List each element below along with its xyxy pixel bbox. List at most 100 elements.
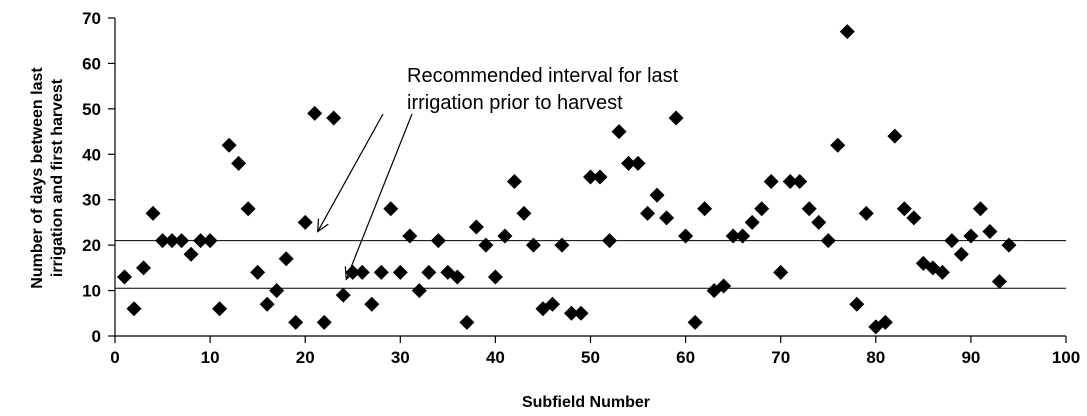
data-point xyxy=(449,269,465,285)
data-point xyxy=(725,228,741,244)
data-point xyxy=(640,205,656,221)
data-point xyxy=(754,201,770,217)
data-point xyxy=(820,233,836,249)
y-tick-label: 70 xyxy=(82,9,101,28)
x-tick-label: 100 xyxy=(1052,348,1080,367)
data-point xyxy=(583,169,598,185)
data-point xyxy=(411,283,427,299)
data-point xyxy=(202,233,218,249)
data-point xyxy=(250,264,266,280)
data-point xyxy=(972,201,988,217)
data-point xyxy=(288,314,304,330)
data-point xyxy=(735,228,751,244)
data-point xyxy=(544,296,560,312)
data-point xyxy=(811,214,827,230)
data-point xyxy=(316,314,332,330)
data-point xyxy=(934,264,950,280)
y-tick-label: 60 xyxy=(82,54,101,73)
data-point xyxy=(468,219,484,235)
x-tick-label: 90 xyxy=(961,348,980,367)
data-point xyxy=(221,137,237,153)
data-point xyxy=(269,283,285,299)
plot-area: 0 10 20 30 40 50 60 70 0 10 20 30 40 50 60 70 80 90 100 xyxy=(82,9,1080,367)
data-point xyxy=(497,228,513,244)
data-point xyxy=(744,214,760,230)
x-tick-label: 30 xyxy=(391,348,410,367)
y-axis-title-line-1: Number of days between last xyxy=(29,67,46,289)
y-tick-label: 50 xyxy=(82,100,101,119)
data-point xyxy=(773,264,789,280)
data-point xyxy=(525,237,541,253)
x-tick-label: 40 xyxy=(486,348,505,367)
data-point xyxy=(611,124,627,140)
annotation-arrow-head xyxy=(344,266,357,281)
data-point xyxy=(335,287,351,303)
data-point xyxy=(982,224,998,240)
data-point xyxy=(278,251,294,267)
data-point xyxy=(136,260,152,276)
data-point xyxy=(678,228,694,244)
data-point xyxy=(763,174,779,190)
data-point xyxy=(953,246,969,262)
data-point xyxy=(145,205,161,221)
data-point xyxy=(430,233,446,249)
data-point xyxy=(563,305,579,321)
data-point xyxy=(155,233,171,249)
data-point xyxy=(944,233,960,249)
data-point xyxy=(602,233,618,249)
data-point xyxy=(516,205,532,221)
data-point xyxy=(716,278,732,294)
data-point xyxy=(630,155,646,171)
annotation-arrow-head xyxy=(317,218,329,233)
y-tick-label: 30 xyxy=(82,191,101,210)
x-tick-label: 50 xyxy=(581,348,600,367)
data-point xyxy=(877,314,893,330)
data-point xyxy=(858,205,874,221)
data-point xyxy=(478,237,494,253)
data-point xyxy=(383,201,399,217)
data-point xyxy=(373,264,389,280)
annotation-line-2: irrigation prior to harvest xyxy=(407,92,623,114)
data-point xyxy=(668,110,684,126)
data-point xyxy=(839,24,855,40)
data-point xyxy=(297,214,313,230)
x-tick-label: 70 xyxy=(771,348,790,367)
data-point xyxy=(896,201,912,217)
data-point xyxy=(1001,237,1017,253)
x-axis-title: Subfield Number xyxy=(522,394,650,411)
y-tick-label: 40 xyxy=(82,145,101,164)
data-point xyxy=(164,233,180,249)
annotation-line-1: Recommended interval for last xyxy=(407,65,679,87)
data-point xyxy=(183,246,199,262)
x-tick-label: 80 xyxy=(866,348,885,367)
data-point xyxy=(193,233,209,249)
data-point xyxy=(782,174,798,190)
data-point xyxy=(963,228,979,244)
annotation: Recommended interval for last irrigation… xyxy=(407,65,679,114)
data-point xyxy=(801,201,817,217)
data-point xyxy=(487,269,503,285)
data-point xyxy=(830,137,846,153)
data-point xyxy=(659,210,675,226)
data-point xyxy=(459,314,475,330)
data-point xyxy=(554,237,570,253)
data-point xyxy=(392,264,408,280)
data-point xyxy=(649,187,665,203)
y-tick-label: 20 xyxy=(82,236,101,255)
data-point xyxy=(849,296,865,312)
data-point xyxy=(621,155,637,171)
y-axis-title-line-2: irrigation and first harvest xyxy=(49,78,66,277)
data-point xyxy=(592,169,608,185)
y-tick-label: 0 xyxy=(92,327,101,346)
data-point xyxy=(573,305,589,321)
x-tick-label: 60 xyxy=(676,348,695,367)
data-point xyxy=(906,210,922,226)
data-point xyxy=(364,296,380,312)
data-point xyxy=(174,233,190,249)
data-point xyxy=(126,301,142,317)
annotation-arrow-line xyxy=(345,113,413,280)
y-tick-label: 10 xyxy=(82,282,101,301)
y-axis-title: Number of days between last irrigation a… xyxy=(29,67,66,289)
data-point xyxy=(506,174,522,190)
